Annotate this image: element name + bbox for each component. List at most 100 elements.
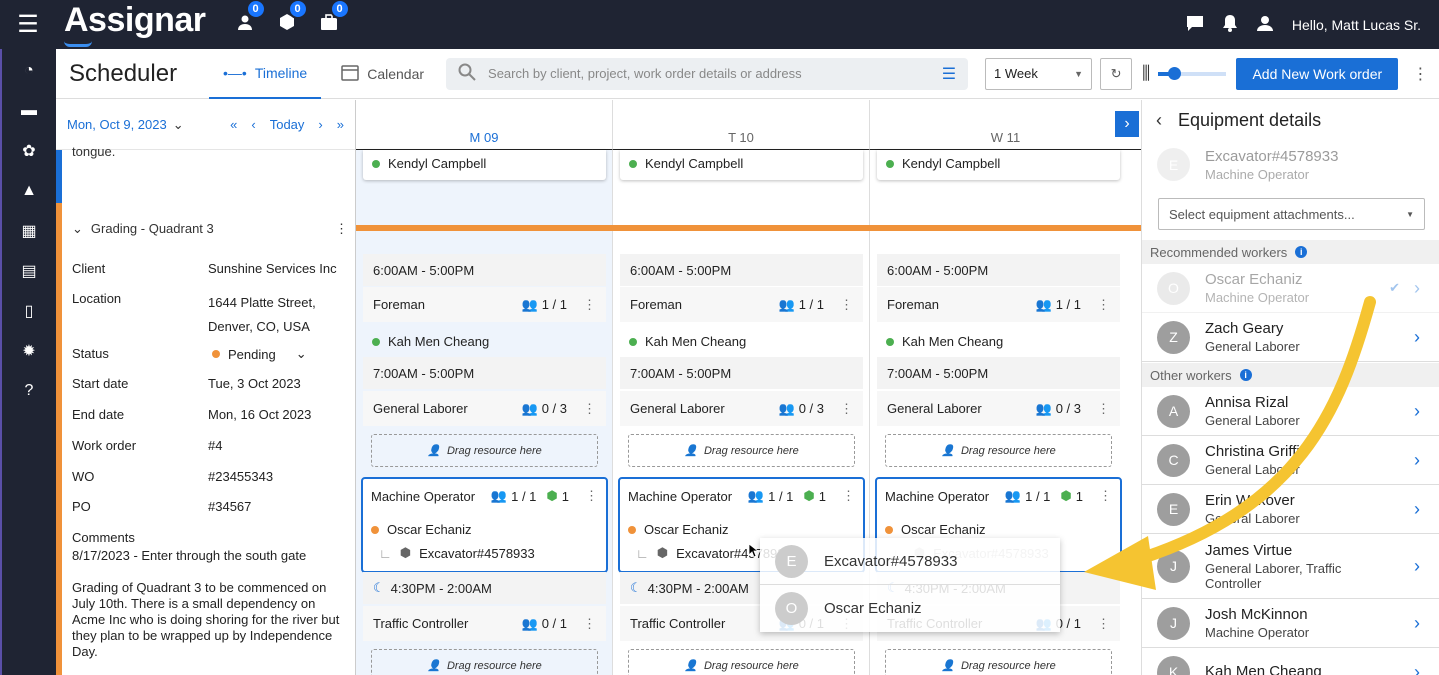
worker-row[interactable]: J James Virtue General Laborer, Traffic C… [1142,534,1439,599]
worker-row[interactable]: A Annisa Rizal General Laborer › [1142,387,1439,436]
assigned-person[interactable]: Kah Men Cheang [629,334,746,349]
more-icon[interactable]: ⋮ [840,296,853,312]
role-row-laborer[interactable]: General Laborer 👥 0 / 3 ⋮ [877,391,1120,426]
work-order-section-header[interactable]: ⌄ Grading - Quadrant 3 ⋮ [72,221,348,237]
worker-row[interactable]: C Christina Griffin General Laborer › [1142,436,1439,485]
assigned-person[interactable]: Oscar Echaniz [363,504,606,537]
assigned-person[interactable]: Oscar Echaniz [877,504,1120,537]
prev-day-icon[interactable]: ‹ [251,117,256,132]
assigned-equipment[interactable]: ∟ ⬢ Excavator#4578933 [363,537,606,561]
equipment-icon[interactable]: 0 [278,0,308,36]
more-icon[interactable]: ⋮ [583,400,596,416]
more-icon[interactable]: ⋮ [583,296,596,312]
forms-icon[interactable]: ▤ [21,263,37,280]
chevron-down-icon: ▼ [1406,209,1414,219]
greeting[interactable]: Hello, Matt Lucas Sr. [1291,16,1421,33]
next-day-icon[interactable]: › [318,117,323,132]
role-row-foreman[interactable]: Foreman 👥 1 / 1 ⋮ [620,287,863,322]
user-icon[interactable]: 0 [236,0,266,36]
role-row-laborer[interactable]: General Laborer 👥 0 / 3 ⋮ [620,391,863,426]
role-row-traffic[interactable]: Traffic Controller 👥0 / 1 ⋮ [363,606,606,641]
settings-icon[interactable]: ✹ [22,343,36,360]
zoom-slider[interactable] [1158,66,1227,80]
more-icon[interactable]: ⋮ [1097,296,1110,312]
more-icon[interactable]: ⋮ [1097,615,1110,631]
briefcase-icon[interactable]: 0 [320,0,350,36]
training-icon[interactable]: ▲ [21,182,37,199]
role-card-machine-operator[interactable]: Machine Operator 👥 1 / 1 ⬢ 1 ⋮ Oscar Echaniz … [361,477,608,573]
search-placeholder: Search by client, project, work order de… [488,66,802,81]
attachments-select[interactable]: Select equipment attachments... ▼ [1158,198,1425,230]
more-icon[interactable]: ⋮ [585,488,598,503]
chevron-right-icon[interactable]: › [1414,498,1420,519]
chevron-down-icon[interactable]: ⌄ [72,221,83,236]
worker-row[interactable]: Z Zach Geary General Laborer › [1142,313,1439,362]
profile-icon[interactable] [1256,14,1274,35]
chevron-right-icon[interactable]: › [1414,661,1420,675]
drop-zone[interactable]: 👤 Drag resource here [885,434,1112,467]
chevron-right-icon[interactable]: › [1414,555,1420,576]
dashboard-icon[interactable]: ◔ [24,62,34,79]
assignment-card[interactable]: Kendyl Campbell [877,150,1120,180]
worker-row[interactable]: K Kah Men Cheang › [1142,648,1439,675]
role-card-machine-operator[interactable]: Machine Operator 👥 1 / 1 ⬢ 1 ⋮ Oscar Echaniz … [618,477,865,573]
more-icon[interactable]: ⋮ [335,221,348,236]
more-icon[interactable]: ⋮ [1097,400,1110,416]
drop-zone[interactable]: 👤 Drag resource here [371,434,598,467]
assigned-person[interactable]: Oscar Echaniz [620,504,863,537]
prev-week-icon[interactable]: « [230,117,238,132]
assigned-person[interactable]: Kah Men Cheang [372,334,489,349]
worker-row[interactable]: O Oscar Echaniz Machine Operator ✔ › [1142,264,1439,313]
worker-row[interactable]: J Josh McKinnon Machine Operator › [1142,599,1439,648]
more-icon[interactable]: ⋮ [840,400,853,416]
drop-zone[interactable]: 👤 Drag resource here [628,649,855,675]
search-input[interactable]: Search by client, project, work order de… [446,57,969,90]
role-row-foreman[interactable]: Foreman 👥 1 / 1 ⋮ [877,287,1120,322]
next-week-icon[interactable]: » [336,117,344,132]
drop-zone[interactable]: 👤 Drag resource here [628,434,855,467]
tab-timeline[interactable]: •—• Timeline [209,49,322,99]
moon-icon: ☾ [630,580,642,595]
person-name: Kah Men Cheang [388,334,490,349]
chevron-right-icon[interactable]: › [1414,612,1420,633]
next-button[interactable]: › [1115,111,1139,137]
chat-icon[interactable] [1186,14,1204,35]
more-icon[interactable]: ⋮ [842,488,855,503]
more-icon[interactable]: ⋮ [1412,65,1429,83]
bell-icon[interactable] [1222,14,1238,35]
refresh-button[interactable]: ↻ [1100,57,1133,90]
drop-zone[interactable]: 👤 Drag resource here [885,649,1112,675]
columns-icon[interactable]: ⫼ [1142,63,1151,83]
role-row-foreman[interactable]: Foreman 👥 1 / 1 ⋮ [363,287,606,322]
drop-zone[interactable]: 👤 Drag resource here [371,649,598,675]
back-icon[interactable]: ‹ [1156,109,1162,130]
info-icon[interactable]: i [1295,246,1308,258]
jobs-icon[interactable]: ▬ [21,102,37,119]
more-icon[interactable]: ⋮ [583,615,596,631]
help-icon[interactable]: ? [24,382,34,399]
status-select[interactable]: Pending ⌄ [212,346,307,362]
today-button[interactable]: Today [269,117,305,132]
assignment-card[interactable]: Kendyl Campbell [620,150,863,180]
menu-icon[interactable]: ☰ [17,11,39,38]
filter-icon[interactable]: ☰ [941,65,957,83]
mobile-icon[interactable]: ▯ [24,303,34,320]
scheduler-icon[interactable]: ▦ [21,223,37,240]
more-icon[interactable]: ⋮ [1099,488,1112,503]
range-select[interactable]: 1 Week ▼ [985,57,1093,90]
app-logo[interactable]: Assignar [64,1,206,47]
chevron-right-icon[interactable]: › [1414,277,1420,298]
date-picker[interactable]: Mon, Oct 9, 2023 [67,117,167,132]
resources-icon[interactable]: ✿ [22,143,36,160]
add-work-order-button[interactable]: Add New Work order [1236,57,1399,90]
chevron-down-icon[interactable]: ⌄ [172,116,184,132]
label: Comments [72,530,135,545]
chevron-right-icon[interactable]: › [1414,326,1420,347]
role-row-laborer[interactable]: General Laborer 👥 0 / 3 ⋮ [363,391,606,426]
info-icon[interactable]: i [1239,369,1252,381]
chevron-right-icon[interactable]: › [1414,400,1420,421]
assigned-person[interactable]: Kah Men Cheang [886,334,1003,349]
chevron-right-icon[interactable]: › [1414,449,1420,470]
assignment-card[interactable]: Kendyl Campbell [363,150,606,180]
tab-calendar[interactable]: Calendar [327,49,438,99]
